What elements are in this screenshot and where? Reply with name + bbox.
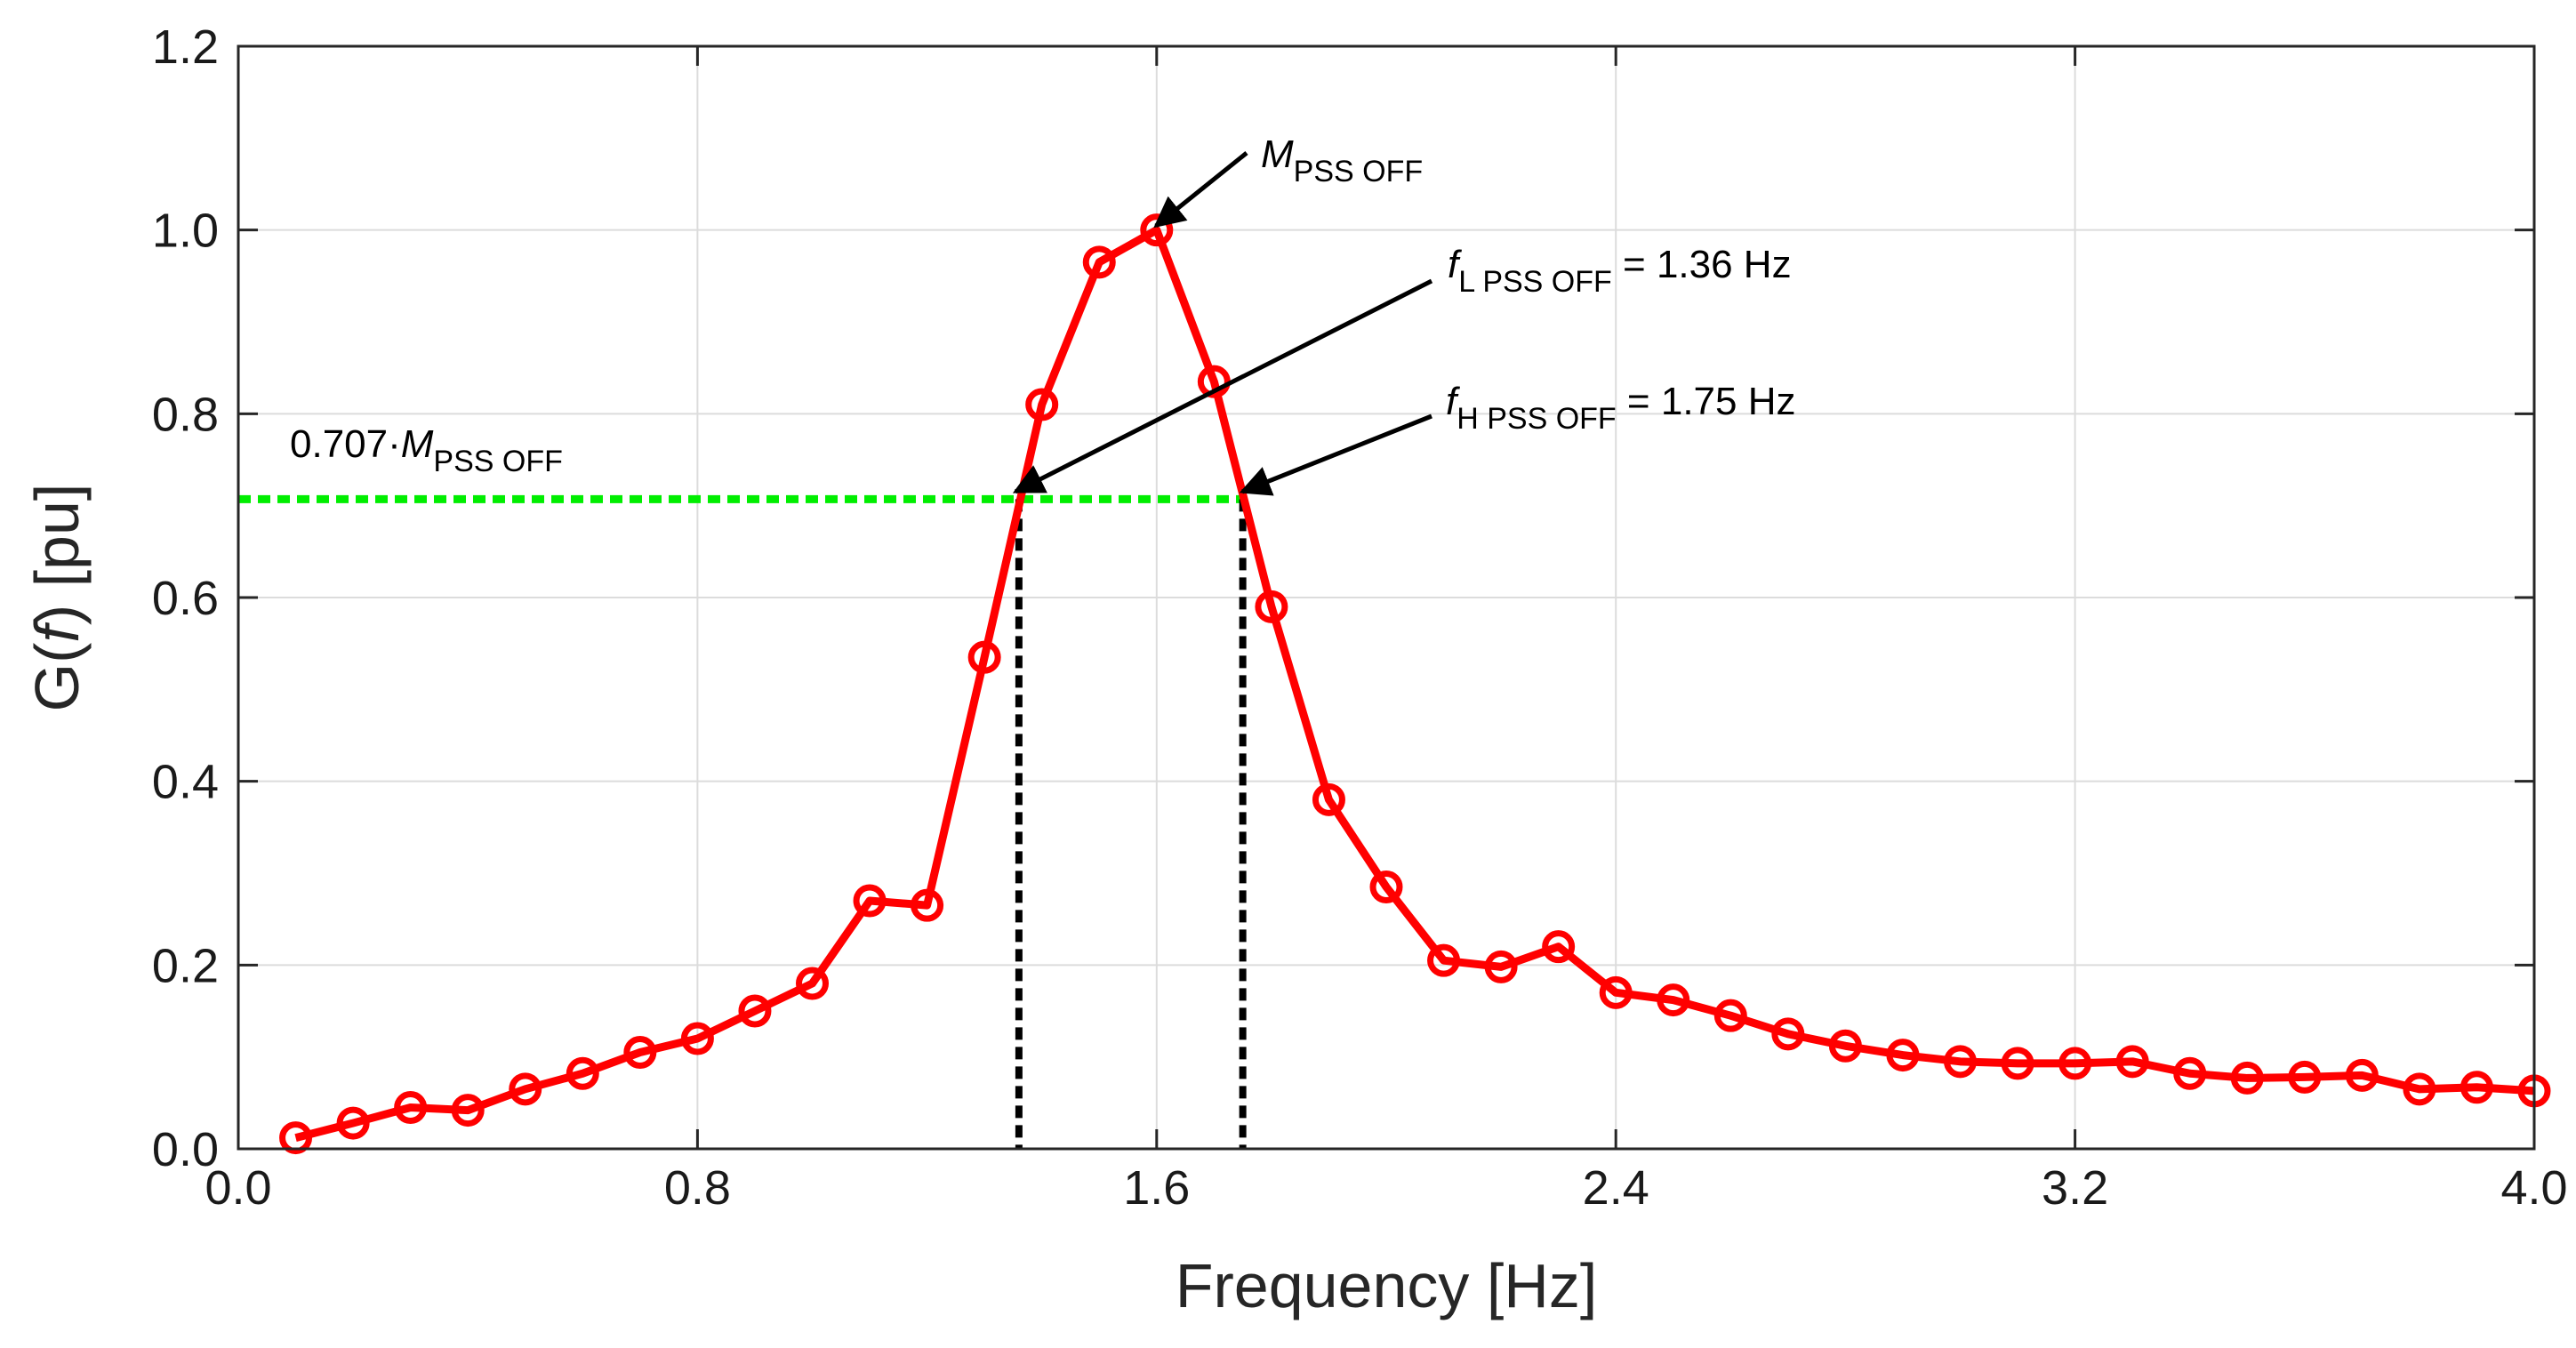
y-tick-label: 1.2 (152, 20, 219, 74)
y-tick-label: 0.6 (152, 572, 219, 625)
y-tick-label: 0.4 (152, 756, 219, 809)
data-point (2345, 1058, 2379, 1092)
data-point (2403, 1072, 2436, 1106)
data-point (2230, 1061, 2264, 1095)
series-group (279, 213, 2551, 1155)
x-tick-label: 3.2 (2042, 1161, 2108, 1215)
arrow-f-high (1239, 413, 1432, 496)
reference-lines (238, 494, 1247, 1149)
data-point (967, 640, 1001, 674)
data-point (336, 1106, 370, 1140)
data-point (2115, 1045, 2149, 1079)
ticks: 0.0 0.8 1.6 2.4 3.2 4.0 0.0 0.2 0.4 0.6 0.8 1.0 1.2 (152, 20, 2568, 1215)
data-point (1312, 782, 1345, 816)
data-point (1944, 1045, 1977, 1079)
series-line (294, 226, 2535, 1142)
data-point (853, 884, 887, 918)
grid (238, 46, 2534, 1149)
data-point (1197, 365, 1231, 398)
x-axis-title: Frequency [Hz] (1176, 1251, 1598, 1320)
data-point (2288, 1060, 2322, 1094)
y-tick-label: 0.2 (152, 939, 219, 992)
data-point (394, 1091, 428, 1124)
data-point (623, 1036, 657, 1069)
data-point (2058, 1047, 2092, 1080)
label-f-high: fH PSS OFF = 1.75 Hz (1446, 380, 1795, 436)
data-point (509, 1072, 542, 1106)
x-tick-label: 2.4 (1583, 1161, 1649, 1215)
data-point (796, 967, 829, 1000)
y-tick-label: 1.0 (152, 205, 219, 258)
arrow-peak (1153, 151, 1248, 229)
data-point (1599, 975, 1633, 1009)
data-point (1025, 388, 1059, 421)
data-point (279, 1121, 313, 1155)
y-tick-label: 0.0 (152, 1123, 219, 1176)
data-point (451, 1094, 485, 1127)
x-tick-label: 4.0 (2500, 1161, 2567, 1215)
data-point (1886, 1039, 1920, 1072)
data-point (2173, 1056, 2207, 1090)
annotation-peak: MPSS OFF (1153, 132, 1423, 229)
label-peak: MPSS OFF (1261, 132, 1423, 189)
annotation-f-low: fL PSS OFF = 1.36 Hz (1012, 243, 1792, 494)
x-tick-label: 0.8 (664, 1161, 731, 1215)
x-tick-label: 0.0 (205, 1161, 271, 1215)
x-tick-label: 1.6 (1123, 1161, 1190, 1215)
data-point (1713, 999, 1747, 1032)
label-f-low: fL PSS OFF = 1.36 Hz (1448, 243, 1792, 299)
arrow-f-low (1012, 278, 1433, 494)
y-tick-label: 0.8 (152, 388, 219, 441)
data-point (1657, 983, 1690, 1017)
data-point (2001, 1047, 2034, 1080)
data-point (2460, 1071, 2493, 1104)
data-point (566, 1056, 599, 1090)
label-threshold: 0.707·MPSS OFF (290, 422, 563, 478)
y-axis-title: G(f) [pu] (22, 484, 92, 712)
data-point (1542, 930, 1576, 964)
data-point (911, 888, 944, 922)
data-point (1484, 950, 1518, 983)
data-point (1082, 245, 1116, 279)
data-point (680, 1022, 714, 1055)
data-point (1771, 1017, 1805, 1051)
data-point (1369, 871, 1403, 903)
data-point (1828, 1029, 1862, 1063)
annotation-f-high: fH PSS OFF = 1.75 Hz (1239, 380, 1795, 496)
data-point (1255, 590, 1288, 623)
data-point (738, 994, 772, 1028)
data-point (1427, 943, 1461, 977)
